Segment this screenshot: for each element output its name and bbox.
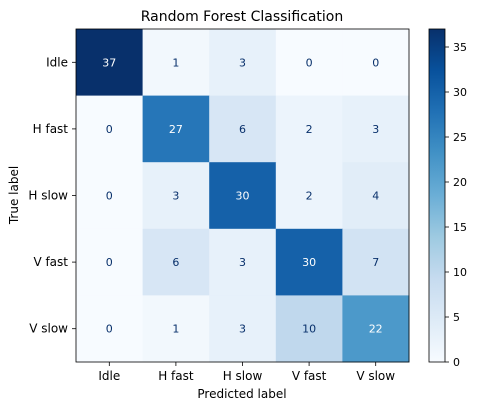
cell-value-label: 3 <box>239 323 246 336</box>
cell-value-label: 22 <box>369 323 383 336</box>
cell-value-label: 30 <box>302 256 316 269</box>
cell-value-label: 0 <box>106 323 113 336</box>
heatmap-cell <box>342 228 410 296</box>
x-tick-label: H slow <box>223 369 263 383</box>
cell-value-label: 3 <box>239 56 246 69</box>
cell-value-label: 2 <box>306 190 313 203</box>
heatmap-cell <box>275 295 343 363</box>
colorbar-ticks: 0 5 10 15 20 25 30 35 <box>445 41 467 369</box>
heatmap-cell <box>76 162 144 230</box>
x-axis-ticks: Idle H fast H slow V fast V slow <box>98 362 395 383</box>
heatmap-cell <box>142 29 210 97</box>
x-axis-label: Predicted label <box>197 387 286 401</box>
x-tick-label: V slow <box>356 369 395 383</box>
colorbar-tick-label: 30 <box>453 86 467 99</box>
cell-value-label: 3 <box>372 123 379 136</box>
colorbar-tick-label: 0 <box>453 356 460 369</box>
cell-value-label: 10 <box>302 323 316 336</box>
y-axis-label: True label <box>7 166 21 225</box>
cell-value-label: 30 <box>236 190 250 203</box>
cell-value-label: 4 <box>372 190 379 203</box>
x-tick-label: Idle <box>98 369 120 383</box>
cell-value-label: 0 <box>106 256 113 269</box>
cell-value-label: 3 <box>172 190 179 203</box>
cell-value-label: 27 <box>169 123 183 136</box>
colorbar-tick-label: 35 <box>453 41 467 54</box>
heatmap-cell <box>342 162 410 230</box>
y-tick-label: Idle <box>46 55 68 69</box>
cell-value-label: 2 <box>306 123 313 136</box>
heatmap-cell <box>275 228 343 296</box>
cell-value-label: 0 <box>306 56 313 69</box>
cell-value-label: 6 <box>172 256 179 269</box>
cell-value-label: 1 <box>172 323 179 336</box>
cell-value-label: 0 <box>106 190 113 203</box>
colorbar-tick-label: 20 <box>453 176 467 189</box>
cell-value-label: 0 <box>372 56 379 69</box>
colorbar-tick-label: 15 <box>453 221 467 234</box>
heatmap-cell <box>275 95 343 163</box>
y-tick-label: V fast <box>33 255 68 269</box>
colorbar-tick-label: 25 <box>453 131 467 144</box>
heatmap-cell <box>209 228 277 296</box>
heatmap-cell <box>76 29 144 97</box>
colorbar <box>428 28 446 363</box>
heatmap-cell <box>209 95 277 163</box>
cell-value-label: 3 <box>239 256 246 269</box>
heatmap-cell <box>342 29 410 97</box>
x-tick-label: H fast <box>158 369 194 383</box>
cell-value-label: 0 <box>106 123 113 136</box>
cell-value-label: 37 <box>102 56 116 69</box>
y-tick-label: H slow <box>28 189 68 203</box>
cell-value-label: 1 <box>172 56 179 69</box>
heatmap-cell <box>209 295 277 363</box>
heatmap-cell <box>142 162 210 230</box>
heatmap-cell <box>142 228 210 296</box>
heatmap-cell <box>76 228 144 296</box>
heatmap-cell <box>76 295 144 363</box>
heatmap-cells <box>76 29 410 363</box>
heatmap-cell <box>342 295 410 363</box>
heatmap-cell <box>342 95 410 163</box>
chart-title: Random Forest Classification <box>141 9 343 25</box>
colorbar-tick-label: 10 <box>453 266 467 279</box>
colorbar-tick-label: 5 <box>453 311 460 324</box>
cell-value-label: 6 <box>239 123 246 136</box>
heatmap-cell <box>76 95 144 163</box>
cell-value-labels: 37 1 3 0 00 27 6 2 30 3 30 2 40 6 3 30 70 1 3 10 22 <box>102 56 382 335</box>
y-tick-label: V slow <box>29 322 68 336</box>
heatmap-cell <box>275 162 343 230</box>
cell-value-label: 7 <box>372 256 379 269</box>
x-tick-label: V fast <box>292 369 327 383</box>
heatmap-cell <box>142 295 210 363</box>
heatmap-cell <box>275 29 343 97</box>
heatmap-cell <box>209 162 277 230</box>
y-tick-label: H fast <box>33 122 69 136</box>
y-axis-ticks: Idle H fast H slow V fast V slow <box>28 55 76 336</box>
heatmap-cell <box>209 29 277 97</box>
heatmap-cell <box>142 95 210 163</box>
